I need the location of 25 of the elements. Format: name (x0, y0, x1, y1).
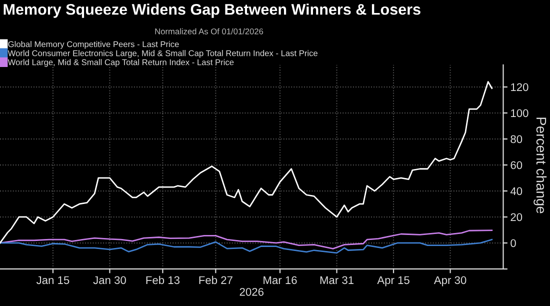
y-tick-label: 100 (511, 109, 528, 118)
x-axis-title: 2026 (240, 288, 264, 296)
x-tick-label: Apr 30 (434, 276, 466, 286)
x-tick-label: Feb 13 (146, 276, 180, 284)
y-tick-label: 120 (511, 83, 528, 92)
legend-label: World Large, Mid & Small Cap Total Return Index - Last Price (8, 59, 234, 67)
chart-subtitle: Normalized As Of 01/01/2026 (155, 28, 264, 34)
x-tick-label: Jan 15 (36, 276, 70, 284)
x-tick-label: Apr 15 (377, 276, 410, 286)
line-series (0, 238, 493, 254)
line-series (0, 81, 493, 244)
y-tick-label: 80 (510, 135, 522, 144)
y-tick-label: 40 (510, 187, 522, 196)
line-series (0, 230, 493, 250)
y-tick-label: 0 (510, 239, 516, 248)
y-axis-title: Percent change (534, 118, 547, 214)
x-tick-label: Feb 27 (199, 276, 232, 284)
legend-label: World Consumer Electronics Large, Mid & Small Cap Total Return Index - Last Price (8, 50, 318, 58)
x-tick-label: Jan 30 (93, 276, 126, 284)
legend-label: Global Memory Competitive Peers - Last Price (8, 41, 179, 49)
y-tick-label: 60 (510, 161, 522, 170)
x-tick-label: Mar 31 (320, 276, 354, 284)
x-tick-label: Mar 16 (264, 276, 297, 284)
y-tick-label: 20 (510, 213, 522, 222)
chart-title: Memory Squeeze Widens Gap Between Winners & Losers (4, 4, 420, 18)
